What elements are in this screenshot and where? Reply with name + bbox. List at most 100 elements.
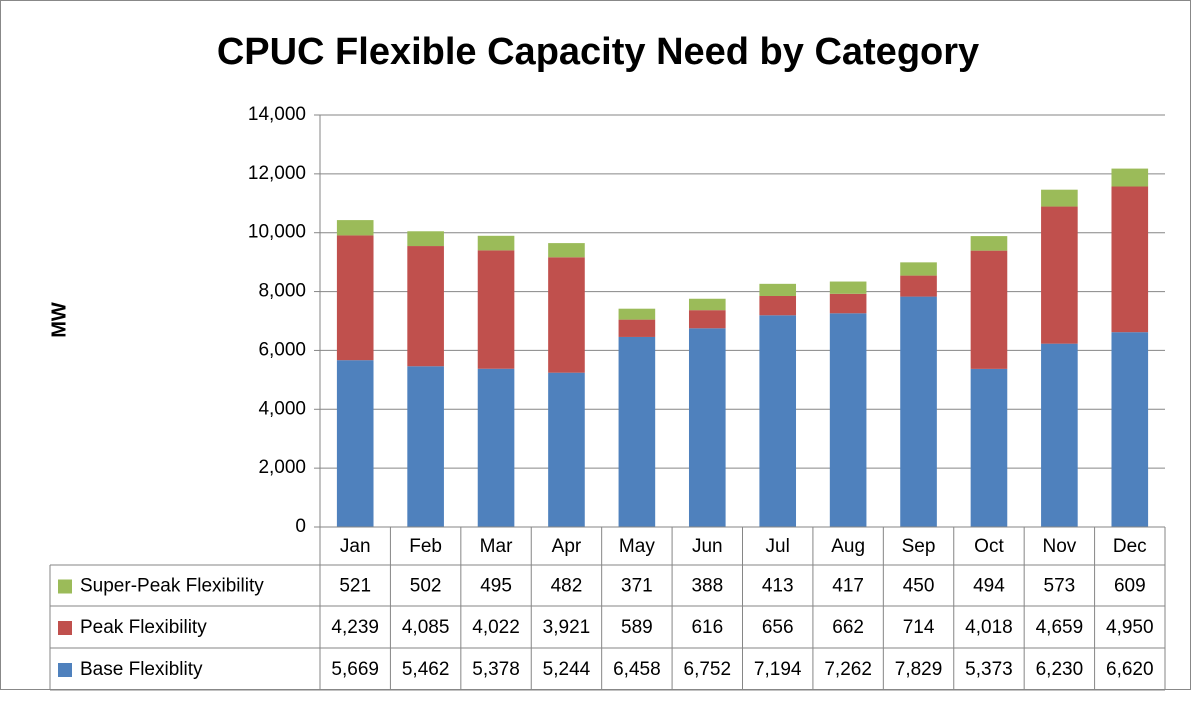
table-value: 4,018 xyxy=(965,617,1013,638)
table-value: 5,373 xyxy=(965,659,1013,680)
bar xyxy=(900,262,937,276)
table-value: 609 xyxy=(1114,576,1146,597)
bar xyxy=(1111,168,1149,187)
x-tick-label: Feb xyxy=(409,536,442,557)
table-value: 616 xyxy=(691,617,723,638)
table-value: 589 xyxy=(621,617,653,638)
table-value: 495 xyxy=(480,576,512,597)
legend-key xyxy=(58,579,72,594)
bar xyxy=(970,236,1008,251)
x-tick-label: Jun xyxy=(692,536,723,557)
table-value: 6,230 xyxy=(1036,659,1084,680)
bar xyxy=(829,293,867,314)
table-value: 714 xyxy=(903,617,935,638)
table-value: 6,458 xyxy=(613,659,661,680)
table-value: 656 xyxy=(762,617,794,638)
table-value: 7,262 xyxy=(824,659,872,680)
bar xyxy=(548,257,585,373)
table-value: 5,669 xyxy=(331,659,379,680)
x-tick-label: Jan xyxy=(340,536,371,557)
bar xyxy=(1041,206,1078,344)
table-value: 3,921 xyxy=(543,617,591,638)
bar xyxy=(1041,343,1078,527)
x-tick-label: Jul xyxy=(766,536,790,557)
bar xyxy=(759,283,797,296)
table-value: 521 xyxy=(339,576,371,597)
x-tick-label: Dec xyxy=(1113,536,1147,557)
bar xyxy=(548,243,585,258)
bar xyxy=(407,246,444,367)
table-value: 573 xyxy=(1044,576,1076,597)
y-tick-label: 2,000 xyxy=(258,457,306,478)
x-tick-label: Oct xyxy=(974,536,1004,557)
legend-label: Base Flexiblity xyxy=(80,659,203,680)
legend-label: Peak Flexibility xyxy=(80,617,207,638)
x-tick-label: May xyxy=(619,536,655,557)
bar xyxy=(618,319,656,337)
table-value: 5,244 xyxy=(543,659,591,680)
y-tick-label: 4,000 xyxy=(258,398,306,419)
bar xyxy=(900,296,937,527)
bar xyxy=(1111,186,1149,333)
bar xyxy=(688,310,726,329)
table-value: 413 xyxy=(762,576,794,597)
bar xyxy=(618,336,656,527)
table-value: 662 xyxy=(832,617,864,638)
bar xyxy=(548,372,585,527)
y-tick-label: 6,000 xyxy=(258,339,306,360)
bar xyxy=(688,298,726,311)
y-tick-label: 10,000 xyxy=(248,222,306,243)
x-tick-label: Apr xyxy=(552,536,582,557)
bar xyxy=(759,295,797,316)
bar xyxy=(688,328,726,527)
bar xyxy=(829,281,867,294)
bar xyxy=(336,360,374,527)
y-tick-label: 8,000 xyxy=(258,281,306,302)
bar xyxy=(407,366,444,527)
table-value: 4,950 xyxy=(1106,617,1154,638)
bar xyxy=(336,235,374,361)
table-value: 450 xyxy=(903,576,935,597)
y-tick-label: 14,000 xyxy=(248,104,306,125)
bar xyxy=(477,250,515,369)
legend-label: Super-Peak Flexibility xyxy=(80,576,264,597)
bar xyxy=(1111,332,1149,527)
table-value: 4,659 xyxy=(1036,617,1084,638)
table-value: 417 xyxy=(832,576,864,597)
x-tick-label: Mar xyxy=(480,536,513,557)
bar xyxy=(336,220,374,236)
y-axis-label: MW xyxy=(48,302,70,338)
x-tick-label: Nov xyxy=(1042,536,1076,557)
table-value: 5,462 xyxy=(402,659,450,680)
table-value: 4,022 xyxy=(472,617,520,638)
table-value: 4,239 xyxy=(331,617,379,638)
chart-title: CPUC Flexible Capacity Need by Category xyxy=(217,31,979,73)
table-value: 371 xyxy=(621,576,653,597)
y-tick-label: 0 xyxy=(295,516,306,537)
legend-key xyxy=(58,621,72,635)
bar xyxy=(970,368,1008,527)
y-tick-label: 12,000 xyxy=(248,163,306,184)
legend-key xyxy=(58,663,72,677)
bar xyxy=(900,275,937,297)
table-value: 7,194 xyxy=(754,659,802,680)
table-value: 388 xyxy=(691,576,723,597)
bar xyxy=(970,250,1008,369)
table-value: 6,620 xyxy=(1106,659,1154,680)
bar xyxy=(1041,189,1078,207)
x-tick-label: Sep xyxy=(902,536,936,557)
table-value: 7,829 xyxy=(895,659,943,680)
bar xyxy=(407,231,444,247)
table-value: 482 xyxy=(551,576,583,597)
table-value: 5,378 xyxy=(472,659,520,680)
table-value: 502 xyxy=(410,576,442,597)
table-value: 6,752 xyxy=(684,659,732,680)
table-value: 494 xyxy=(973,576,1005,597)
bar xyxy=(618,308,656,320)
x-tick-label: Aug xyxy=(831,536,865,557)
bar xyxy=(829,313,867,527)
bar xyxy=(477,368,515,527)
bar xyxy=(477,235,515,251)
bar xyxy=(759,315,797,527)
